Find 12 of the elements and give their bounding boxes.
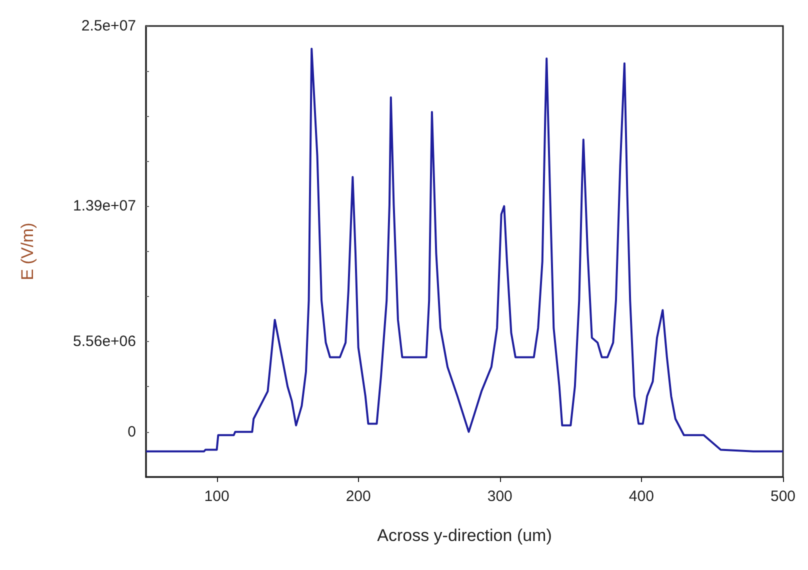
y-tick-label: 5.56e+06	[73, 333, 136, 350]
x-tick-label: 200	[346, 488, 371, 505]
line-series	[145, 48, 784, 452]
y-axis-title: E (V/m)	[18, 222, 37, 280]
x-tick-label: 100	[204, 488, 230, 505]
x-tick-label: 400	[628, 488, 654, 505]
x-tick-label: 500	[770, 488, 796, 505]
y-tick-label: 0	[128, 423, 136, 440]
y-tick-label: 2.5e+07	[81, 18, 136, 34]
x-tick-label: 300	[487, 488, 512, 505]
x-axis-title: Across y-direction (um)	[377, 526, 552, 545]
y-tick-label: 1.39e+07	[73, 198, 136, 215]
